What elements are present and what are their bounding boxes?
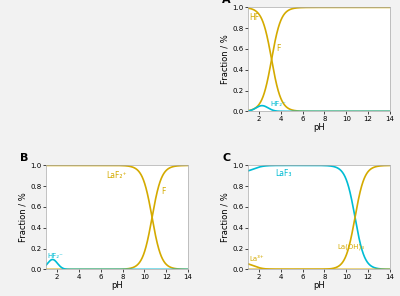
Text: HF₂⁻: HF₂⁻ [271,101,287,107]
Y-axis label: Fraction / %: Fraction / % [221,35,230,84]
Text: F: F [276,44,281,54]
X-axis label: pH: pH [313,123,325,132]
Y-axis label: Fraction / %: Fraction / % [19,192,28,242]
Y-axis label: Fraction / %: Fraction / % [221,192,230,242]
Text: B: B [20,153,29,163]
X-axis label: pH: pH [111,281,123,290]
Text: La(OH)₃: La(OH)₃ [338,243,364,250]
Text: A: A [222,0,231,5]
Text: C: C [222,153,230,163]
Text: F: F [161,187,165,196]
X-axis label: pH: pH [313,281,325,290]
Text: La³⁺: La³⁺ [250,256,264,262]
Text: LaF₃: LaF₃ [275,169,292,178]
Text: LaF₂⁺: LaF₂⁺ [106,171,127,180]
Text: HF₂⁻: HF₂⁻ [48,253,64,259]
Text: HF: HF [250,13,260,22]
